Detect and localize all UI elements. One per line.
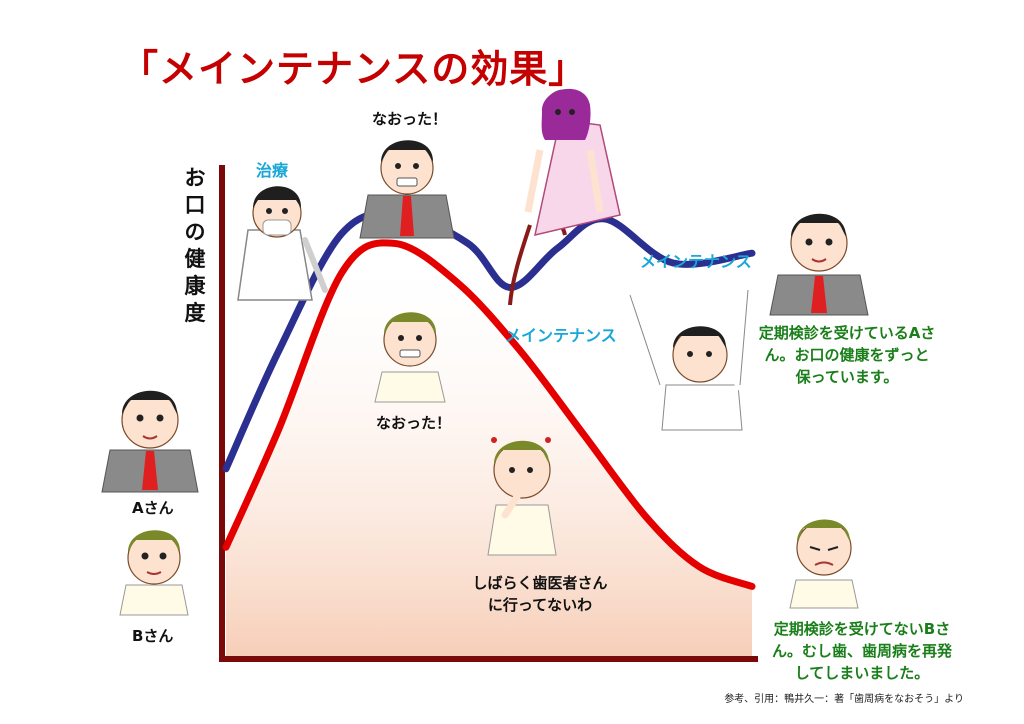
label-not-going-line-2: に行ってないわ — [487, 596, 593, 614]
source-citation: 参考、引用：鴨井久一：著「歯周病をなおそう」より — [724, 694, 964, 705]
label-cured-bottom: なおった！ — [376, 414, 452, 432]
y-axis-label: お口の健康度 — [184, 166, 206, 325]
label-maintenance-1: メインテナンス — [505, 326, 617, 345]
label-not-going-line-1: しばらく歯医者さん — [472, 574, 608, 592]
thinking-boy-icon — [487, 437, 557, 556]
result-b-line-3: してしまいました。 — [794, 664, 930, 682]
dentist-icon — [237, 186, 328, 301]
worried-boy-icon — [789, 519, 859, 609]
result-a-line-2: ん。お口の健康をずっと — [764, 346, 930, 364]
label-person-b: Bさん — [132, 627, 174, 645]
line-person-a — [222, 209, 756, 473]
person-b-icon — [119, 530, 189, 616]
result-a-line-1: 定期検診を受けているAさ — [758, 324, 936, 342]
line-person-b — [222, 239, 756, 590]
result-b-line-1: 定期検診を受けてないBさ — [773, 620, 951, 638]
result-person-a: 定期検診を受けているAさ ん。お口の健康をずっと 保っています。 — [742, 322, 952, 388]
result-person-b: 定期検診を受けてないBさ ん。むし歯、歯周病を再発 してしまいました。 — [752, 618, 972, 684]
label-treatment: 治療 — [256, 161, 289, 180]
label-not-going: しばらく歯医者さん に行ってないわ — [450, 572, 630, 616]
cured-boy-icon — [374, 312, 446, 403]
nurse-icon — [508, 88, 621, 306]
result-a-line-3: 保っています。 — [795, 368, 899, 386]
person-a-right-icon — [769, 213, 869, 316]
area-under-b — [226, 242, 752, 656]
result-b-line-2: ん。むし歯、歯周病を再発 — [771, 642, 952, 660]
label-cured-top: なおった！ — [372, 110, 448, 128]
cured-man-icon — [359, 140, 455, 239]
page-title: 「メインテナンスの効果」 — [120, 47, 588, 91]
person-a-icon — [101, 390, 199, 493]
label-maintenance-2: メインテナンス — [640, 252, 752, 271]
cheering-man-icon — [624, 284, 754, 431]
label-person-a: Aさん — [132, 499, 174, 517]
